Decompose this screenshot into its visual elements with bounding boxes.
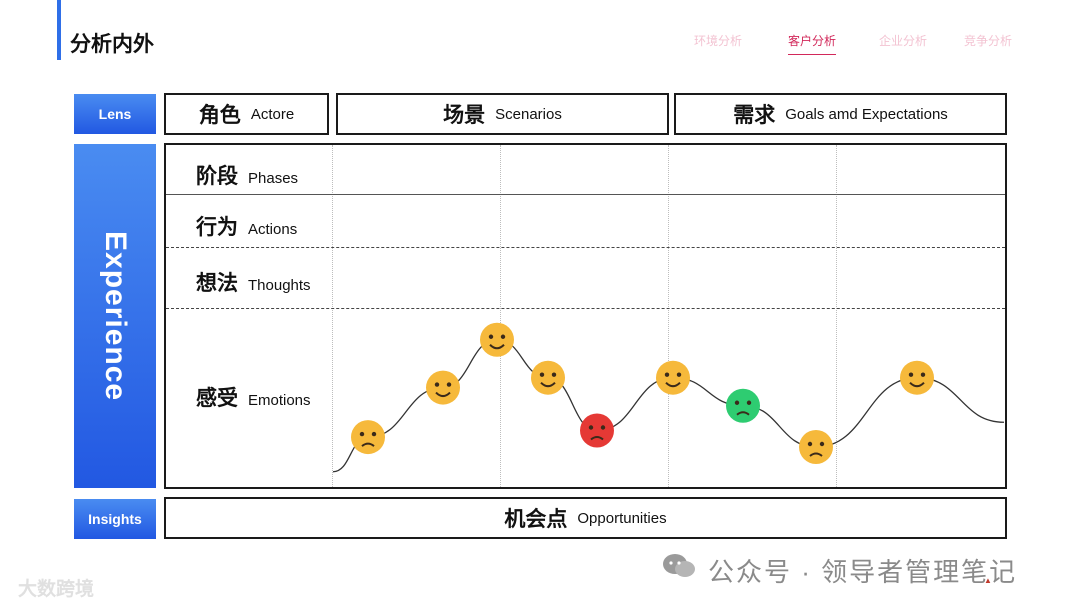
insights-label: Insights [74, 499, 156, 539]
grid-column-divider [668, 145, 669, 487]
corner-logo-icon: ▲ [984, 576, 992, 585]
row-emotions-cn: 感受 [196, 387, 238, 410]
row-thoughts-en: Thoughts [248, 277, 311, 294]
lens-label: Lens [74, 94, 156, 134]
row-label-phases: 阶段 Phases [196, 160, 298, 190]
insights-cn: 机会点 [504, 508, 568, 531]
row-thoughts-cn: 想法 [196, 272, 238, 295]
nav-item-enterprise[interactable]: 企业分析 [879, 34, 928, 48]
grid-column-divider [500, 145, 501, 487]
lens-scenarios-cn: 场景 [443, 104, 486, 127]
lens-actor-cn: 角色 [198, 104, 241, 127]
row-label-emotions: 感受 Emotions [196, 382, 311, 412]
insights-en: Opportunities [577, 509, 667, 527]
nav-item-competition[interactable]: 竞争分析 [964, 34, 1013, 48]
experience-label: Experience [74, 144, 156, 488]
lens-goals-en: Goals amd Expectations [785, 105, 948, 123]
watermark-right: 公众号 · 领导者管理笔记 [708, 557, 1018, 587]
nav-item-customer[interactable]: 客户分析 [788, 32, 837, 55]
row-divider [166, 194, 1005, 195]
experience-label-text: Experience [99, 230, 132, 402]
lens-actor-en: Actore [250, 105, 295, 123]
top-nav: 环境分析 客户分析 企业分析 竞争分析 [0, 32, 1080, 56]
row-label-actions: 行为 Actions [196, 211, 297, 241]
lens-box-goals: 需求 Goals amd Expectations [674, 93, 1007, 135]
lens-label-text: Lens [98, 106, 132, 122]
row-phases-cn: 阶段 [196, 165, 238, 188]
watermark-left: 大数跨境 [18, 579, 95, 600]
grid-column-divider [836, 145, 837, 487]
nav-item-environment[interactable]: 环境分析 [694, 34, 743, 48]
grid-column-divider [332, 145, 333, 487]
row-divider [166, 247, 1005, 248]
wechat-icon [663, 554, 695, 577]
lens-box-actor: 角色 Actore [164, 93, 329, 135]
insights-box: 机会点 Opportunities [164, 497, 1007, 539]
row-actions-cn: 行为 [196, 216, 238, 239]
row-divider [166, 308, 1005, 309]
row-label-thoughts: 想法 Thoughts [196, 267, 311, 297]
row-actions-en: Actions [248, 221, 298, 238]
lens-box-scenarios: 场景 Scenarios [336, 93, 669, 135]
row-phases-en: Phases [248, 170, 299, 187]
experience-grid [164, 143, 1007, 489]
lens-goals-cn: 需求 [733, 104, 776, 127]
row-emotions-en: Emotions [248, 392, 311, 409]
page-title: 分析内外 [70, 33, 154, 56]
title-accent-bar [57, 0, 61, 60]
lens-scenarios-en: Scenarios [495, 105, 562, 123]
insights-label-text: Insights [88, 511, 142, 527]
